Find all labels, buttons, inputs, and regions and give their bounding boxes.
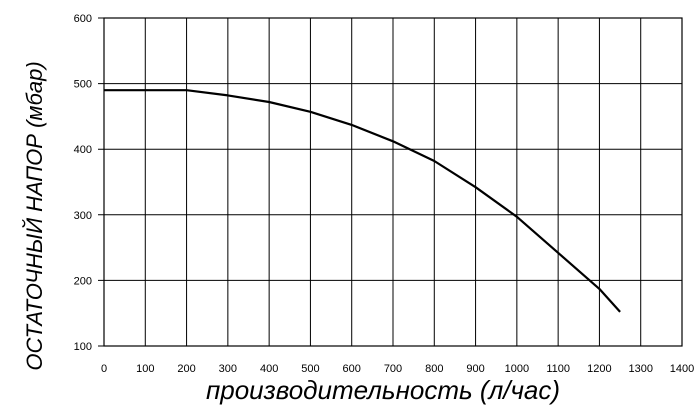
x-tick-label: 400 xyxy=(260,363,278,375)
x-tick-labels: 0 100 200 300 400 500 600 700 800 900 1000 1100 1200… xyxy=(101,363,694,375)
y-tick-label: 100 xyxy=(74,341,92,353)
y-tick-label: 200 xyxy=(74,275,92,287)
grid xyxy=(98,17,683,347)
x-tick-label: 600 xyxy=(343,363,361,375)
x-tick-label: 800 xyxy=(425,363,443,375)
x-tick-label: 1200 xyxy=(587,363,611,375)
x-tick-label: 1300 xyxy=(628,363,652,375)
x-tick-label: 1100 xyxy=(546,363,570,375)
x-tick-label: 1400 xyxy=(670,363,694,375)
y-tick-label: 500 xyxy=(74,79,92,91)
x-tick-label: 1000 xyxy=(505,363,529,375)
x-tick-label: 0 xyxy=(101,363,107,375)
series-line xyxy=(104,89,621,313)
y-tick-labels: 100 200 300 400 500 600 xyxy=(74,13,92,353)
x-tick-label: 900 xyxy=(466,363,484,375)
x-tick-label: 500 xyxy=(301,363,319,375)
y-tick-label: 600 xyxy=(74,13,92,25)
x-tick-label: 300 xyxy=(219,363,237,375)
x-tick-label: 100 xyxy=(136,363,154,375)
x-tick-label: 700 xyxy=(384,363,402,375)
y-axis-title: ОСТАТОЧНЫЙ НАПОР (мбар) xyxy=(21,61,47,370)
x-tick-label: 200 xyxy=(177,363,195,375)
plot-frame xyxy=(103,17,683,347)
y-tick-label: 400 xyxy=(74,144,92,156)
x-axis-title: производительность (л/час) xyxy=(206,375,560,405)
y-tick-label: 300 xyxy=(74,210,92,222)
